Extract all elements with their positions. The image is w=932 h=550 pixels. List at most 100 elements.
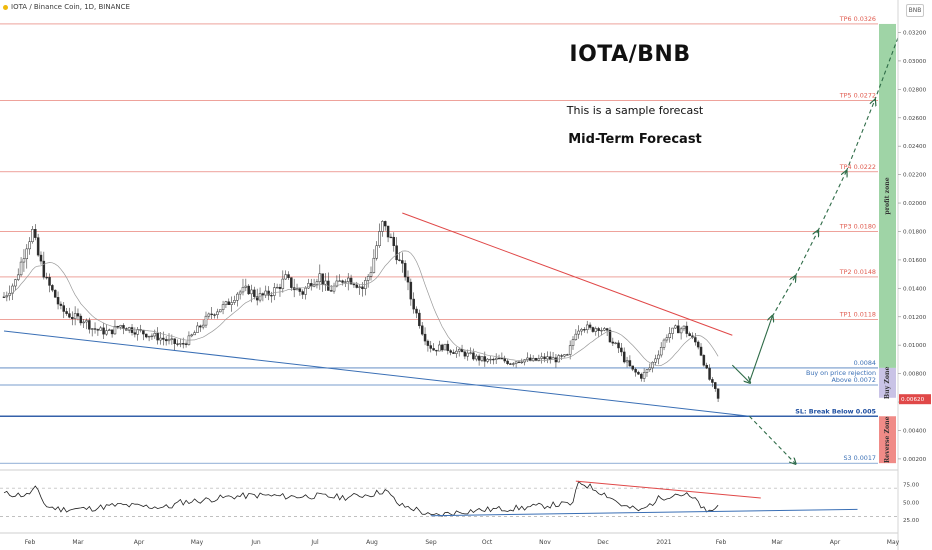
- candle-body: [671, 327, 674, 334]
- candle-body: [278, 286, 282, 289]
- price-tick-label: 0.03000: [903, 59, 927, 65]
- candle-body: [415, 308, 418, 314]
- candle-body: [457, 349, 461, 352]
- candle: [364, 277, 367, 296]
- candle-body: [455, 350, 458, 354]
- candle-body: [193, 332, 196, 336]
- osc-tick-label: 75.00: [903, 483, 919, 489]
- forecast-arrow: [731, 364, 749, 382]
- candle: [668, 327, 671, 343]
- candle: [116, 325, 120, 330]
- candle: [472, 348, 475, 361]
- candle-body: [56, 297, 60, 305]
- candle: [53, 289, 57, 298]
- candle: [674, 324, 677, 329]
- candle: [401, 252, 404, 273]
- forecast-arrow: [845, 101, 874, 172]
- candle-body: [514, 361, 518, 364]
- candle-body: [651, 362, 654, 369]
- time-tick-label: Mar: [771, 539, 783, 546]
- resistance-trendline: [402, 212, 733, 336]
- candle-body: [156, 333, 159, 341]
- price-tick-label: 0.02600: [903, 116, 927, 122]
- time-tick-label: Mar: [72, 539, 84, 546]
- candle: [105, 324, 108, 336]
- candle-body: [196, 325, 199, 333]
- candle-body: [96, 329, 100, 331]
- candle: [167, 333, 171, 345]
- candle: [241, 278, 245, 296]
- candle-body: [432, 348, 435, 351]
- candle: [409, 278, 413, 306]
- candle: [45, 272, 48, 280]
- candle-body: [110, 329, 114, 335]
- candle-body: [119, 325, 122, 328]
- candle: [645, 368, 649, 377]
- candle: [642, 368, 646, 383]
- candle-body: [346, 277, 350, 282]
- time-tick-label: Oct: [482, 539, 493, 546]
- candle-body: [68, 313, 71, 318]
- candle-body: [503, 358, 506, 362]
- candle: [358, 284, 361, 295]
- candle: [588, 322, 592, 330]
- price-axis[interactable]: 0.03200 0.03000 0.02800 0.02600 0.02400 0.022…: [897, 0, 932, 550]
- candle: [19, 257, 23, 277]
- candle-body: [597, 328, 600, 331]
- candle: [682, 325, 686, 332]
- candle-body: [526, 357, 529, 360]
- candle: [159, 331, 162, 345]
- candle-body: [617, 342, 620, 349]
- candle-body: [600, 329, 603, 332]
- candle-body: [190, 334, 194, 337]
- candle: [227, 298, 231, 306]
- candle-body: [381, 221, 384, 232]
- currency-badge[interactable]: BNB: [906, 4, 924, 17]
- candle-body: [48, 277, 51, 286]
- time-tick-label: Feb: [25, 539, 36, 546]
- candle-body: [699, 346, 703, 356]
- candle-body: [423, 333, 427, 342]
- symbol-header[interactable]: IOTA / Binance Coin, 1D, BINANCE: [3, 3, 130, 11]
- candle-body: [298, 288, 302, 292]
- candle-body: [577, 330, 580, 335]
- candle-body: [358, 286, 361, 288]
- candle-body: [443, 343, 447, 351]
- candle: [304, 286, 307, 300]
- candle: [614, 341, 617, 345]
- candle: [176, 339, 179, 347]
- candle-body: [580, 329, 583, 332]
- price-axis-panel[interactable]: [898, 0, 932, 550]
- candle: [705, 362, 708, 370]
- candle: [275, 283, 279, 289]
- candle-body: [275, 286, 279, 289]
- candle-body: [45, 276, 48, 279]
- time-tick-label: Apr: [830, 539, 841, 546]
- candle-body: [361, 286, 364, 289]
- time-tick-label: Sep: [425, 539, 437, 546]
- time-tick-label: May: [887, 539, 900, 546]
- candle-body: [25, 248, 29, 260]
- candle-body: [133, 332, 137, 335]
- candle: [580, 327, 583, 336]
- candle: [611, 337, 615, 346]
- time-tick-label: Apr: [134, 539, 145, 546]
- candle-body: [207, 313, 211, 317]
- candle: [475, 354, 478, 362]
- candle-body: [369, 272, 373, 277]
- price-tick-label: 0.01400: [903, 286, 927, 292]
- candle-body: [31, 229, 34, 242]
- candle-body: [273, 287, 276, 296]
- time-axis[interactable]: Feb Mar Apr May Jun Jul Aug Sep Oct Nov Dec 2021 Feb…: [25, 539, 900, 546]
- candle-body: [253, 289, 256, 297]
- candle-body: [22, 258, 26, 263]
- candle-body: [648, 367, 652, 370]
- candle: [628, 355, 632, 367]
- reverse-zone-label: Reverse Zone: [884, 416, 891, 463]
- candle: [28, 237, 31, 255]
- time-tick-label: 2021: [656, 539, 671, 546]
- candle: [110, 329, 114, 338]
- moving-average-line: [3, 250, 719, 367]
- candle-body: [90, 328, 94, 330]
- candle-body: [711, 379, 714, 383]
